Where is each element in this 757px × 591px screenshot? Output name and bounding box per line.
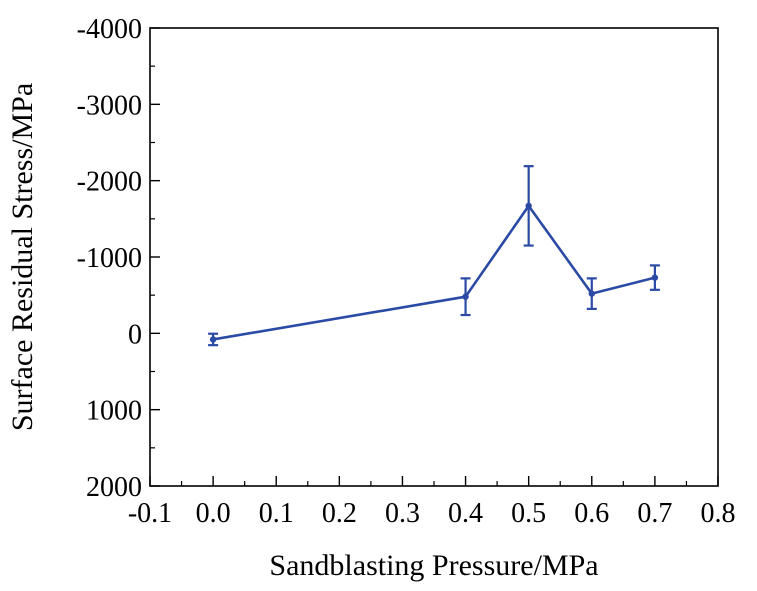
plot-frame: [149, 27, 719, 487]
x-axis-ticks: -0.1 0.0 0.1 0.2 0.3 0.4 0.5 0.6 0.7 0.8: [128, 476, 736, 529]
y-axis-label: Surface Residual Stress/MPa: [6, 83, 39, 431]
data-point: [588, 290, 595, 297]
y-tick-label: -2000: [77, 167, 142, 198]
x-tick-label: 0.0: [196, 498, 231, 529]
y-tick-label: 1000: [86, 396, 142, 427]
x-tick-label: 0.4: [448, 498, 483, 529]
y-tick-label: -4000: [77, 14, 142, 45]
x-axis-label: Sandblasting Pressure/MPa: [269, 549, 598, 582]
y-tick-label: -1000: [77, 243, 142, 274]
y-tick-label: -3000: [77, 90, 142, 121]
data-point: [209, 336, 217, 343]
data-point: [462, 293, 469, 300]
x-tick-label: 0.6: [574, 498, 609, 529]
y-tick-label: 2000: [86, 472, 142, 503]
x-tick-label: -0.1: [128, 498, 172, 529]
x-tick-label: 0.8: [701, 498, 736, 529]
x-tick-label: 0.7: [637, 498, 672, 529]
x-tick-label: 0.5: [511, 498, 546, 529]
series-line: [212, 204, 656, 341]
x-tick-label: 0.1: [259, 498, 294, 529]
y-axis-ticks: -4000 -3000 -2000 -1000 0 1000 2000: [77, 14, 160, 503]
x-tick-label: 0.2: [322, 498, 357, 529]
series-layer: [208, 165, 660, 347]
y-tick-label: 0: [128, 319, 142, 350]
data-point: [525, 202, 532, 210]
x-tick-label: 0.3: [385, 498, 420, 529]
data-point: [651, 274, 659, 281]
